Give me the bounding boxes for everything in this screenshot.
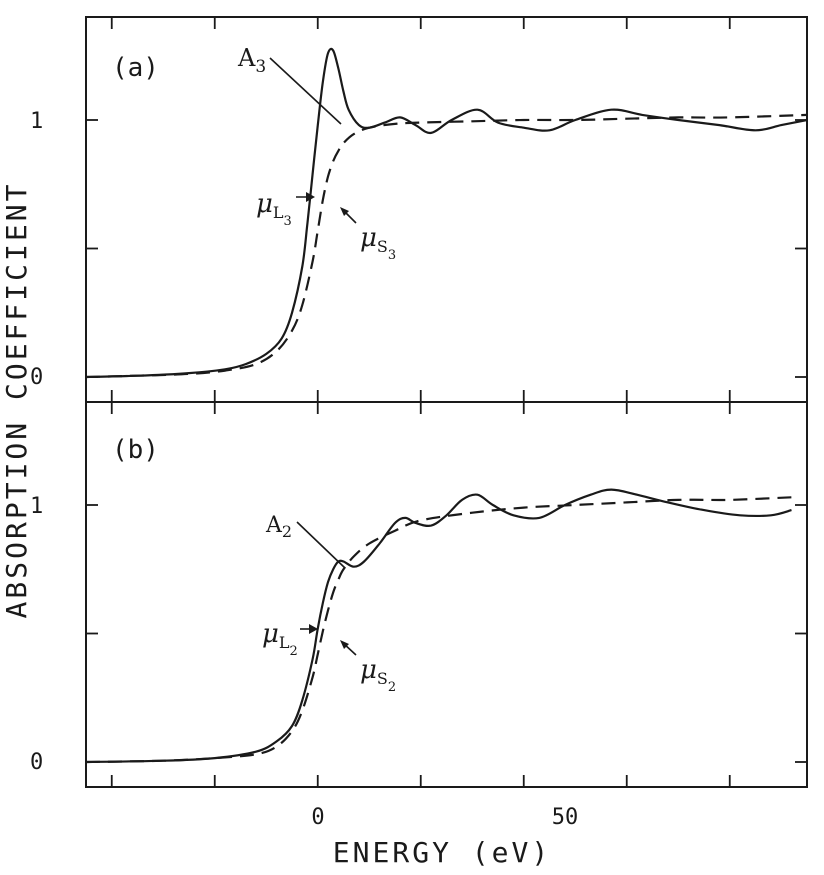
panel-b-ytick-label-1: 1 [30,494,43,519]
y-axis-title: ABSORPTION COEFFICIENT [0,182,33,619]
panel-a-absorption-curve [85,47,808,379]
panel-b-ytick-label-0: 0 [30,750,43,775]
mu-s2-arrowhead [340,640,349,649]
xtick-label-50: 50 [552,805,579,830]
panel-b-label: (b) [112,435,159,465]
panel-a-ytick-label-1: 1 [30,109,43,134]
panel-b-absorption-curve [85,488,792,764]
annotation-a2: A2 [265,513,292,541]
mu-s3-arrowhead [340,207,349,216]
annotation-mu-l2: μL2 [262,619,298,659]
panel-a-frame [85,16,808,403]
panel-b-frame [85,401,808,788]
annotation-a3: A3 [237,44,266,77]
annotation-mu-s3: μS3 [360,223,396,263]
xtick-label-0: 0 [311,805,324,830]
mu-l3-arrowhead [306,192,315,202]
x-axis-title: ENERGY (eV) [333,836,551,869]
a2-leader-line [296,521,346,569]
mu-l2-arrowhead [309,624,318,634]
curves [85,47,808,764]
tick-marks [86,17,807,787]
annotation-mu-l3: μL3 [256,189,292,229]
annotation-mu-s2: μS2 [360,655,396,695]
panel-a-label: (a) [112,53,159,83]
panel-b-step-curve [85,496,792,764]
a3-leader-line [269,57,342,125]
panel-a-step-curve [85,113,808,379]
panel-a-ytick-label-0: 0 [30,365,43,390]
